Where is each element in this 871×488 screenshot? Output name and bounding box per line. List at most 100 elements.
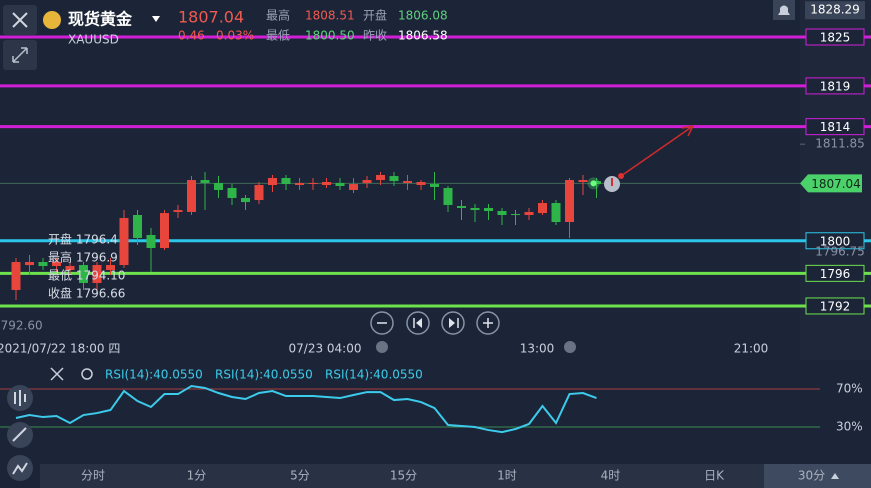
candle-body [551,203,561,223]
candle-body [79,265,88,283]
x-tick-label: 13:00 [520,342,555,356]
candle-body [335,182,345,186]
level-label: 1796 [820,267,851,281]
y-tick-label: 1811.85 [815,137,865,151]
close-icon [12,12,28,28]
ohlc-overlay: 开盘 1796.4 [48,232,118,247]
open-label: 开盘 [363,8,387,23]
y-tick-label: 1828.29 [810,3,860,17]
candle-body [457,206,466,208]
open-value: 1806.08 [398,9,448,23]
candle-body [376,174,385,181]
candle-body [281,177,291,185]
level-tag [805,118,865,136]
level-label: 1792 [820,299,851,313]
tab[interactable]: 日K [704,469,725,483]
price-annotation: 1792.60 [0,319,43,333]
candle-body [173,210,183,212]
candle-body [362,180,372,183]
high-value: 1808.51 [305,9,355,23]
control-glyphs [377,318,493,328]
candle-body [497,211,507,216]
candle-body [187,180,196,212]
candle-body [106,265,115,271]
y-tick-label: 30% [836,420,863,434]
tab-bar [40,464,871,488]
y-tick-label: 70% [836,382,863,396]
tab[interactable]: 分时 [81,469,105,483]
live-dot [590,180,597,187]
level-label: 1800 [820,234,851,248]
symbol-name[interactable]: 现货黄金 [68,10,133,29]
candle-body [403,181,412,183]
ohlc-overlay: 最低 1794.10 [48,269,125,283]
level-tag [805,77,865,95]
collapse-icon [12,47,28,63]
candle-body [322,181,331,186]
candle-body [25,262,34,266]
level-label: 1814 [820,120,851,134]
candle-body [160,213,169,249]
candle-body [565,180,574,223]
candle-body [443,188,453,205]
dropdown-icon[interactable] [152,16,160,22]
tab[interactable]: 1时 [497,469,517,483]
main-chart: 1825 1819 1814 1800 1796 1792 1828.29 1811.85 17… [0,1,871,356]
candle-body [241,197,250,203]
candle-body [416,181,426,186]
tab[interactable]: 4时 [601,469,621,483]
candle-body [484,207,493,212]
tab[interactable]: 1分 [187,469,207,483]
price: 1807.04 [178,8,244,27]
legend-entry: RSI(14):40.0550 [215,368,313,382]
x-tick-label: 21:00 [734,342,769,356]
active-tab [764,464,871,488]
candle-body [578,180,588,182]
candle-body [511,214,520,216]
time-dot [376,341,388,353]
tab[interactable]: 15分 [390,469,417,483]
candle-body [11,262,21,290]
candle-body [524,211,534,216]
trend-arrow-head [681,125,694,137]
candle-body [52,262,61,267]
x-tick-label: 2021/07/22 18:00 四 [0,342,120,356]
info-glyph [611,178,613,186]
candle-body [38,262,48,267]
tab-caret [831,473,839,479]
candle-body [214,182,223,190]
candle-body [200,180,210,183]
ohlc-overlay: 收盘 1796.66 [48,286,125,301]
tab[interactable]: 5分 [290,469,310,483]
level-tag [805,232,865,250]
low-value: 1800.50 [305,29,355,43]
candle-body [295,182,304,186]
candle-body [349,184,358,190]
low-label: 最低 [266,29,290,43]
tab[interactable]: 30分 [798,469,825,483]
price-annotation: 1796.75 [815,245,865,259]
bell-icon [778,5,790,15]
rsi-chart: RSI(14):40.0550 RSI(14):40.0550 RSI(14):40… [0,368,863,434]
candle-body [146,234,156,249]
high-label: 最高 [266,8,290,23]
gold-icon [43,11,61,29]
indicator-close[interactable] [50,367,64,381]
candle-body [133,215,142,238]
last-price-label: 1807.04 [811,177,861,191]
prev-label: 昨收 [363,29,387,43]
tool-buttons [7,385,33,481]
level-label: 1825 [820,31,851,45]
candle-body [65,266,75,271]
level-tag [805,264,865,282]
symbol-code: XAUUSD [68,33,119,47]
candle-body [92,265,102,283]
candle-body [389,176,399,182]
candle-body [268,177,277,186]
indicator-settings[interactable] [81,368,93,380]
change-pct: 0.03% [216,29,254,43]
last-price-tag [800,174,862,193]
y-tick-box [805,1,865,20]
candle-body [254,185,264,201]
